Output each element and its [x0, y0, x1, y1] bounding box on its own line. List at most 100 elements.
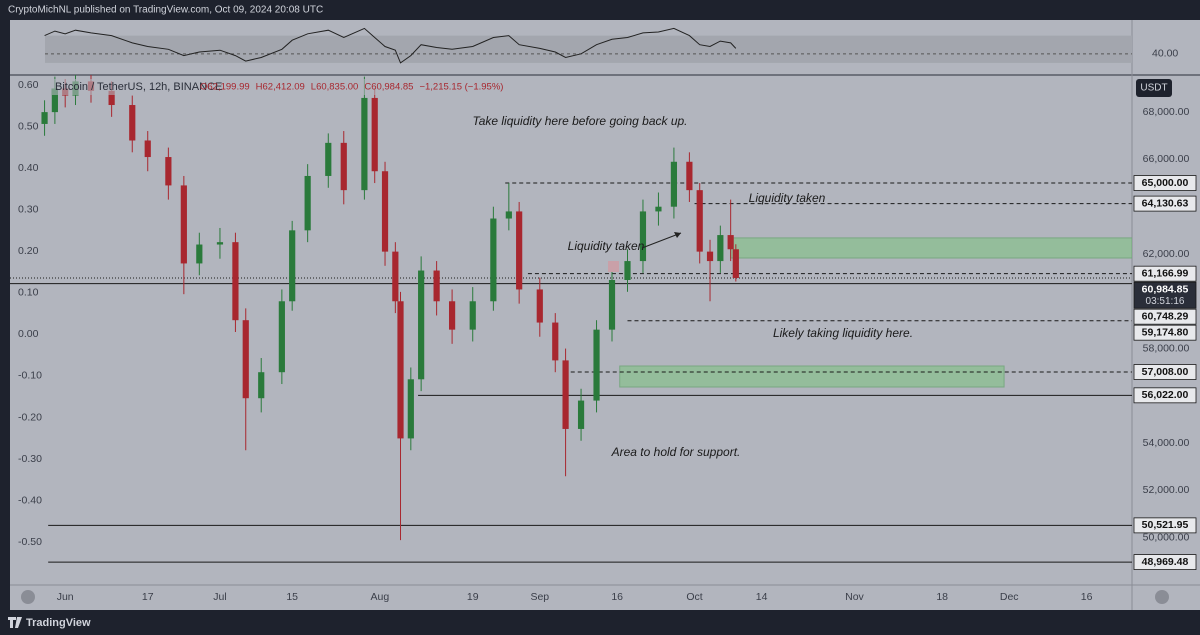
candle-body: [670, 161, 678, 207]
candle-body: [278, 301, 285, 373]
marker-box: [608, 261, 619, 272]
x-tick-label: 16: [611, 591, 623, 603]
price-label-box: [1133, 517, 1197, 534]
candle-body: [304, 175, 311, 231]
candle-body: [639, 211, 647, 262]
x-tick-label: 18: [936, 591, 948, 603]
countdown-label: 03:51:16: [1146, 296, 1185, 307]
price-label: 60,748.29: [1142, 310, 1189, 322]
candle-body: [448, 301, 456, 330]
y-tick-label: 68,000.00: [1143, 106, 1190, 118]
candle-body: [129, 105, 136, 141]
candle-body: [407, 379, 414, 439]
x-tick-label: 14: [756, 591, 768, 603]
candle-body: [381, 171, 389, 252]
price-label-box: [1133, 175, 1197, 191]
x-tick-label: Jul: [213, 591, 226, 603]
header-bar: [0, 0, 1200, 20]
candle-body: [717, 235, 724, 262]
settings-button[interactable]: [1155, 590, 1169, 604]
zone: [730, 237, 1132, 259]
ohlc-value: −1,215.15 (−1.95%): [419, 82, 503, 93]
price-label-box: [1133, 308, 1197, 325]
price-label: 65,000.00: [1142, 177, 1189, 189]
zone: [619, 365, 1005, 388]
price-label: 57,008.00: [1142, 366, 1189, 378]
brand-logo: [8, 617, 22, 628]
candle-body: [144, 140, 151, 158]
y2-tick-label: -0.20: [18, 411, 42, 423]
candle-body: [397, 301, 404, 439]
candle-body: [552, 322, 559, 361]
currency-label: USDT: [1140, 83, 1167, 94]
candle-body: [516, 211, 523, 290]
price-label: 64,130.63: [1142, 197, 1189, 209]
legend-background: [52, 79, 382, 95]
publisher-line: CryptoMichNL published on TradingView.co…: [8, 5, 323, 16]
price-label-box: [1133, 195, 1197, 212]
price-label-box: [1133, 265, 1197, 282]
candle-body: [469, 301, 476, 330]
price-label: 48,969.48: [1142, 556, 1189, 568]
y2-tick-label: 0.60: [18, 79, 39, 91]
annotation-arrow: [641, 232, 682, 249]
candle-body: [371, 97, 378, 172]
ohlc-value: H62,412.09: [256, 82, 305, 93]
candle-body: [361, 97, 368, 191]
y-tick-label: 52,000.00: [1143, 484, 1190, 496]
candle-body: [696, 190, 703, 252]
candle-body: [325, 142, 332, 176]
price-label: 61,166.99: [1142, 267, 1189, 279]
brand-name: TradingView: [26, 617, 91, 629]
annotation: Area to hold for support.: [611, 445, 741, 459]
candle-body: [562, 360, 569, 429]
y-tick-label: 62,000.00: [1143, 248, 1190, 260]
chart-background: [10, 20, 1200, 610]
x-tick-label: 17: [142, 591, 154, 603]
x-tick-label: 16: [1081, 591, 1093, 603]
price-label-box: [1133, 554, 1197, 570]
symbol-legend: Bitcoin / TetherUS, 12h, BINANCE: [55, 81, 222, 93]
candle-body: [392, 251, 399, 302]
candle-body: [216, 242, 224, 245]
y-tick-label: 58,000.00: [1143, 342, 1190, 354]
ohlc-value: L60,835.00: [311, 82, 359, 93]
candle-body: [655, 206, 662, 212]
candle-body: [340, 142, 347, 191]
candle-body: [180, 185, 187, 264]
candle-body: [289, 230, 296, 302]
rsi-line: [44, 27, 737, 64]
price-label-box: [1133, 364, 1197, 380]
candle-body: [242, 320, 249, 399]
price-label-box: [1133, 281, 1197, 309]
x-tick-label: Dec: [1000, 591, 1019, 603]
y2-tick-label: 0.00: [18, 328, 39, 340]
price-label: 50,521.95: [1142, 519, 1189, 531]
y2-tick-label: 0.30: [18, 203, 39, 215]
rsi-level-label: 40.00: [1152, 48, 1178, 60]
x-tick-label: 15: [286, 591, 298, 603]
x-tick-label: Nov: [845, 591, 864, 603]
candle-body: [727, 235, 734, 250]
y-tick-label: 50,000.00: [1143, 531, 1190, 543]
x-tick-label: Sep: [530, 591, 549, 603]
candle-body: [536, 289, 543, 323]
price-label: 60,984.85: [1142, 283, 1189, 295]
candle-body: [686, 161, 693, 191]
nav-button[interactable]: [21, 590, 35, 604]
candle-body: [433, 270, 440, 302]
currency-button[interactable]: [1136, 79, 1172, 97]
y2-tick-label: -0.10: [18, 370, 42, 382]
candle-body: [165, 157, 172, 186]
y2-tick-label: -0.50: [18, 536, 42, 548]
y2-tick-label: 0.20: [18, 245, 39, 257]
candle-body: [593, 329, 600, 401]
y-tick-label: 54,000.00: [1143, 437, 1190, 449]
candle-body: [490, 218, 497, 302]
y2-tick-label: 0.50: [18, 120, 39, 132]
candle-body: [41, 112, 48, 124]
candle-body: [577, 400, 585, 429]
candle-body: [232, 242, 239, 321]
ohlc-value: C60,984.85: [364, 82, 413, 93]
price-label-box: [1133, 387, 1197, 404]
